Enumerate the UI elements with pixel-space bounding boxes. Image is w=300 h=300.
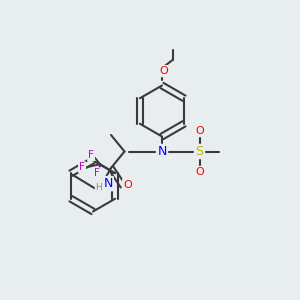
Text: O: O [159, 66, 168, 76]
Text: N: N [157, 145, 167, 158]
Text: F: F [88, 150, 94, 160]
Text: H: H [96, 183, 102, 192]
Text: F: F [79, 162, 85, 172]
Text: N: N [103, 177, 113, 190]
Text: S: S [196, 145, 203, 158]
Text: F: F [94, 168, 100, 178]
Text: O: O [195, 126, 204, 136]
Text: O: O [195, 167, 204, 177]
Text: O: O [123, 179, 132, 190]
